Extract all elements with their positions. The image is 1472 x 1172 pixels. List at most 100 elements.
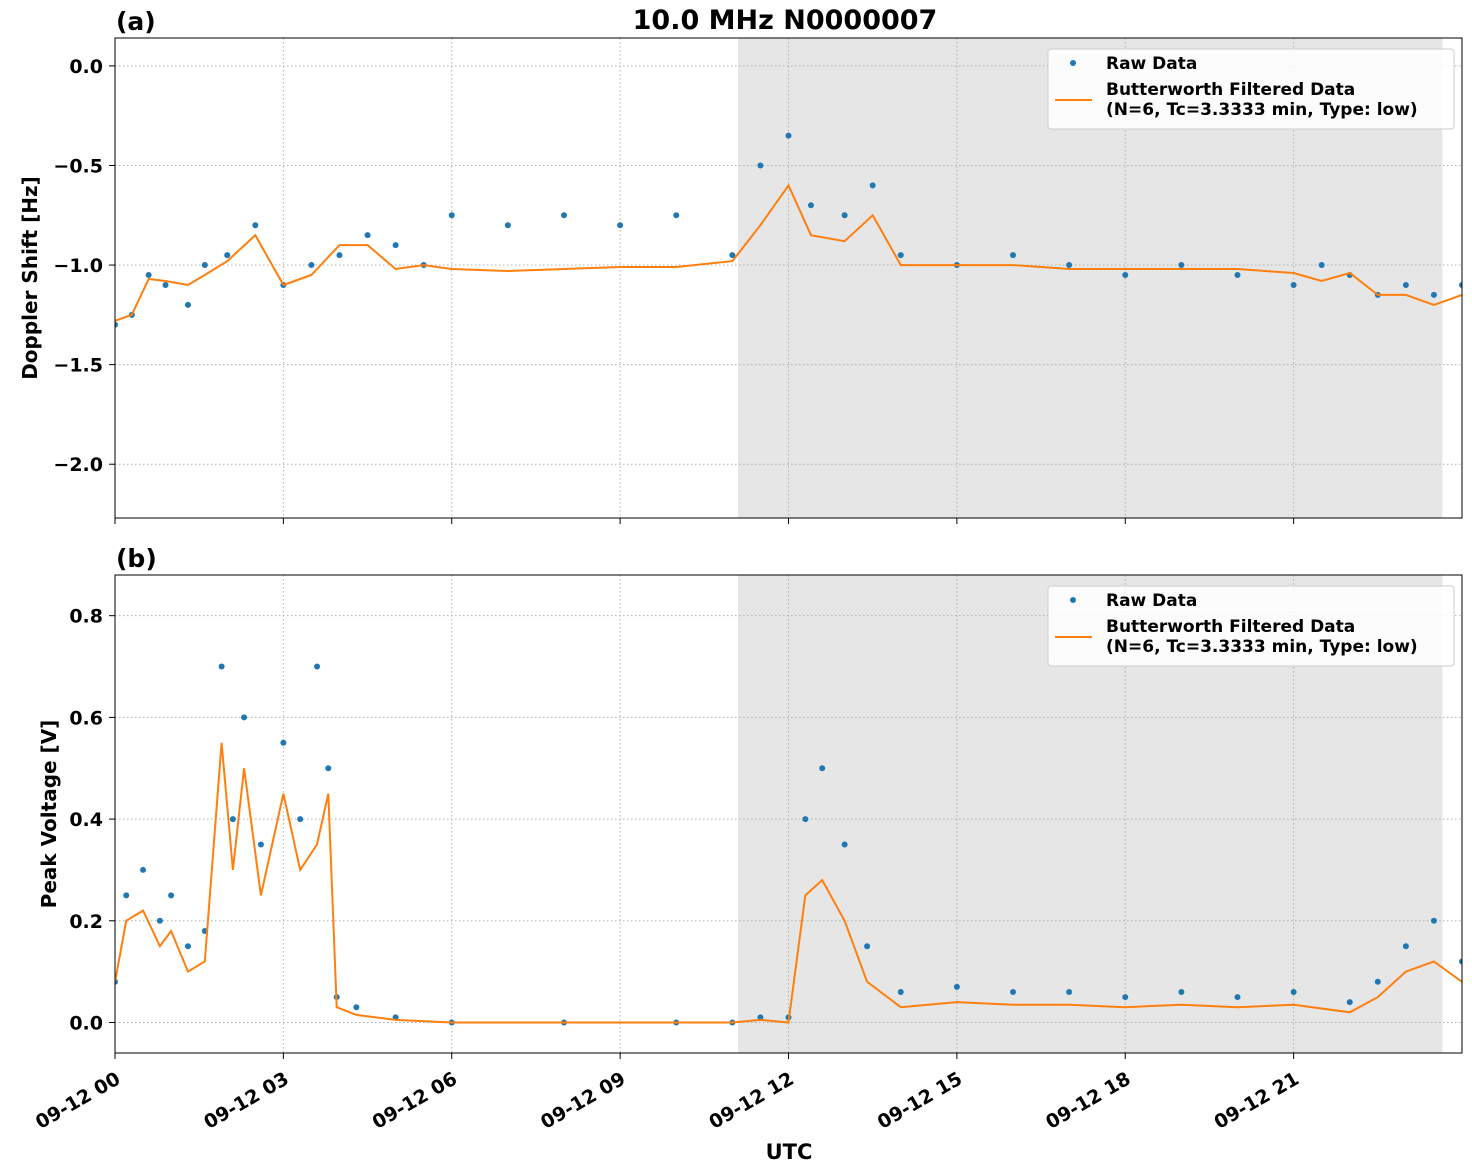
raw-data-point: [802, 816, 809, 823]
x-tick-label: 09-12 06: [369, 1068, 461, 1134]
raw-data-point: [184, 943, 191, 950]
raw-data-point: [729, 252, 736, 259]
raw-data-point: [1234, 272, 1241, 279]
filtered-data-line: [115, 742, 1462, 1024]
raw-data-point: [617, 222, 624, 229]
raw-data-point: [1066, 262, 1073, 269]
y-tick-label: −1.5: [53, 355, 103, 377]
legend-raw-marker: [1070, 60, 1076, 66]
raw-data-point: [953, 983, 960, 990]
raw-data-point: [162, 281, 169, 288]
raw-data-point: [297, 816, 304, 823]
raw-data-point: [308, 262, 315, 269]
raw-data-point: [1290, 988, 1297, 995]
raw-data-point: [229, 816, 236, 823]
raw-data-point: [1122, 272, 1129, 279]
x-tick-label: 09-12 03: [200, 1068, 292, 1134]
raw-data-point: [673, 212, 680, 219]
raw-data-point: [1010, 252, 1016, 259]
x-axis-label: UTC: [766, 1140, 813, 1164]
raw-data-point: [785, 132, 792, 139]
raw-data-point: [336, 252, 343, 259]
raw-data-point: [257, 841, 264, 848]
raw-data-point: [1402, 281, 1409, 288]
legend-box: [1047, 585, 1455, 667]
raw-data-point: [1178, 988, 1185, 995]
raw-data-point: [252, 222, 259, 229]
raw-data-point: [201, 262, 208, 269]
raw-data-point: [448, 212, 455, 219]
raw-data-point: [1430, 917, 1437, 924]
raw-data-point: [864, 943, 871, 950]
raw-data-point: [392, 242, 399, 249]
raw-data-point: [1459, 281, 1462, 288]
raw-data-point: [1374, 978, 1381, 985]
raw-data-point: [561, 212, 567, 219]
figure-title: 10.0 MHz N0000007: [633, 5, 938, 36]
y-tick-label: 0.0: [69, 1012, 103, 1034]
x-tick-label: 09-12 18: [1042, 1068, 1134, 1134]
plot-area: [115, 663, 1462, 1026]
raw-data-point: [280, 739, 287, 746]
y-tick-label: 0.4: [69, 809, 103, 831]
legend: Raw Data Butterworth Filtered Data(N=6, T…: [1047, 48, 1455, 130]
legend-filtered-label: (N=6, Tc=3.3333 min, Type: low): [1106, 100, 1418, 120]
y-tick-label: −1.0: [53, 255, 103, 277]
raw-data-point: [140, 866, 147, 873]
y-axis-label: Peak Voltage [V]: [37, 720, 61, 909]
raw-data-point: [757, 162, 764, 169]
raw-data-point: [841, 841, 848, 848]
y-axis-label: Doppler Shift [Hz]: [18, 176, 42, 380]
raw-data-point: [869, 182, 876, 189]
legend-filtered-label: Butterworth Filtered Data: [1106, 80, 1355, 100]
raw-data-point: [1430, 291, 1437, 298]
raw-data-point: [241, 714, 248, 721]
legend-filtered-label: (N=6, Tc=3.3333 min, Type: low): [1106, 637, 1418, 657]
raw-data-point: [314, 663, 321, 670]
raw-data-point: [1010, 988, 1016, 995]
raw-data-point: [1346, 999, 1353, 1006]
raw-data-point: [1066, 988, 1073, 995]
raw-data-point: [184, 301, 191, 308]
raw-data-point: [1178, 262, 1185, 269]
raw-data-point: [1402, 943, 1409, 950]
panel-a-doppler: 0.0 −0.5 −1.0 −1.5 −2.0 Doppler Shift [Hz] (a)…: [18, 7, 1463, 524]
y-tick-label: 0.0: [69, 56, 103, 78]
raw-data-point: [841, 212, 848, 219]
panel-label: (b): [116, 544, 157, 573]
raw-data-point: [123, 892, 130, 899]
raw-data-point: [353, 1004, 360, 1011]
raw-data-point: [1459, 958, 1462, 965]
raw-data-point: [218, 663, 225, 670]
filtered-data-line: [115, 183, 1462, 322]
x-tick-label: 09-12 15: [874, 1068, 966, 1134]
y-tick-label: 0.8: [69, 606, 103, 628]
panel-label: (a): [116, 7, 156, 36]
legend-raw-label: Raw Data: [1106, 54, 1197, 74]
raw-data-point: [364, 232, 371, 239]
raw-data-point: [897, 988, 904, 995]
y-tick-label: −2.0: [53, 454, 103, 476]
raw-data-point: [819, 765, 826, 772]
legend-raw-marker: [1070, 597, 1076, 603]
plot-area: [115, 132, 1462, 328]
raw-data-point: [1290, 281, 1297, 288]
x-tick-label: 09-12 12: [705, 1068, 797, 1134]
raw-data-point: [807, 202, 814, 209]
x-tick-label: 09-12 09: [537, 1068, 629, 1134]
raw-data-point: [145, 272, 152, 279]
raw-data-point: [1318, 262, 1325, 269]
x-tick-label: 09-12 00: [32, 1068, 124, 1134]
raw-data-point: [504, 222, 511, 229]
raw-data-point: [156, 917, 163, 924]
legend-box: [1047, 48, 1455, 130]
legend-filtered-label: Butterworth Filtered Data: [1106, 617, 1355, 637]
legend-raw-label: Raw Data: [1106, 591, 1197, 611]
raw-data-point: [897, 252, 904, 259]
raw-data-point: [1234, 994, 1241, 1001]
x-tick-label: 09-12 21: [1211, 1068, 1303, 1134]
raw-data-point: [224, 252, 231, 259]
legend: Raw Data Butterworth Filtered Data(N=6, T…: [1047, 585, 1455, 667]
raw-data-point: [325, 765, 332, 772]
